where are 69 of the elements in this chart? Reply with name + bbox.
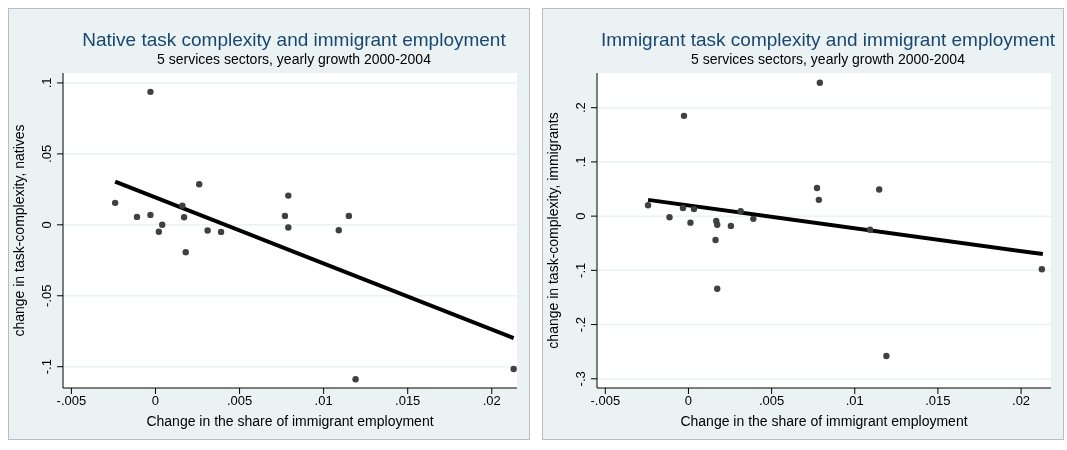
- point: [816, 79, 824, 86]
- x-tick-label: .015: [395, 393, 421, 409]
- point: [750, 215, 757, 223]
- point: [690, 205, 698, 213]
- x-tick-label: -.005: [56, 393, 87, 409]
- point: [737, 208, 744, 215]
- chart-title: Immigrant task complexity and immigrant employment: [599, 29, 1056, 51]
- point: [159, 221, 166, 229]
- point: [180, 214, 188, 221]
- y-tick-label: -.1: [573, 262, 588, 278]
- x-tick-label: .005: [758, 393, 785, 409]
- x-axis-title: Change in the share of immigrant employment: [680, 413, 968, 429]
- point: [712, 236, 719, 244]
- y-axis-title: change in task-complexity, natives: [10, 124, 27, 337]
- point: [815, 196, 823, 204]
- point: [196, 181, 203, 188]
- point: [813, 184, 821, 192]
- y-axis-title: change in task-complexity, immigrants: [544, 112, 561, 349]
- point: [281, 212, 289, 220]
- x-tick-label: -.005: [590, 393, 621, 409]
- y-tick-label: -.3: [573, 371, 588, 387]
- y-tick-label: .1: [39, 77, 54, 89]
- y-tick-label: .1: [573, 156, 588, 168]
- x-axis-title: Change in the share of immigrant employment: [146, 413, 434, 429]
- point: [285, 224, 292, 231]
- y-tick-label: .2: [573, 102, 588, 114]
- point: [352, 376, 359, 383]
- point: [111, 199, 119, 207]
- point: [866, 226, 874, 233]
- point: [345, 212, 353, 220]
- point: [335, 227, 342, 234]
- x-tick-label: .01: [314, 393, 333, 409]
- x-tick-label: .015: [925, 393, 951, 409]
- point: [680, 112, 688, 120]
- point: [714, 285, 721, 292]
- y-tick-label: -.05: [39, 284, 54, 307]
- chart-subtitle: 5 services sectors, yearly growth 2000-2004: [156, 51, 432, 67]
- point: [510, 365, 517, 373]
- point: [876, 186, 883, 193]
- point: [133, 213, 141, 221]
- x-tick-label: .01: [845, 393, 864, 409]
- point: [679, 204, 687, 212]
- point: [687, 219, 694, 226]
- point: [204, 227, 211, 234]
- y-tick-label: 0: [39, 221, 54, 229]
- point: [883, 352, 890, 360]
- point: [1038, 266, 1046, 273]
- chart-title: Native task complexity and immigrant employment: [81, 29, 507, 51]
- point: [666, 214, 673, 221]
- x-tick-label: 0: [684, 393, 693, 409]
- y-tick-label: -.1: [39, 359, 54, 375]
- y-tick-label: .05: [39, 144, 54, 163]
- x-tick-label: 0: [151, 393, 160, 409]
- x-tick-label: .005: [226, 393, 253, 409]
- point: [182, 249, 189, 256]
- y-tick-label: -.2: [573, 316, 588, 333]
- y-tick-label: 0: [573, 212, 588, 220]
- x-tick-label: .02: [482, 393, 501, 409]
- point: [147, 88, 154, 96]
- point: [179, 202, 186, 209]
- point: [217, 228, 225, 236]
- point: [147, 211, 154, 219]
- point: [644, 202, 652, 209]
- point: [285, 192, 292, 199]
- point: [714, 221, 721, 229]
- chart-subtitle: 5 services sectors, yearly growth 2000-2004: [690, 51, 966, 67]
- point: [155, 228, 163, 235]
- point: [727, 222, 735, 230]
- x-tick-label: .02: [1012, 393, 1031, 409]
